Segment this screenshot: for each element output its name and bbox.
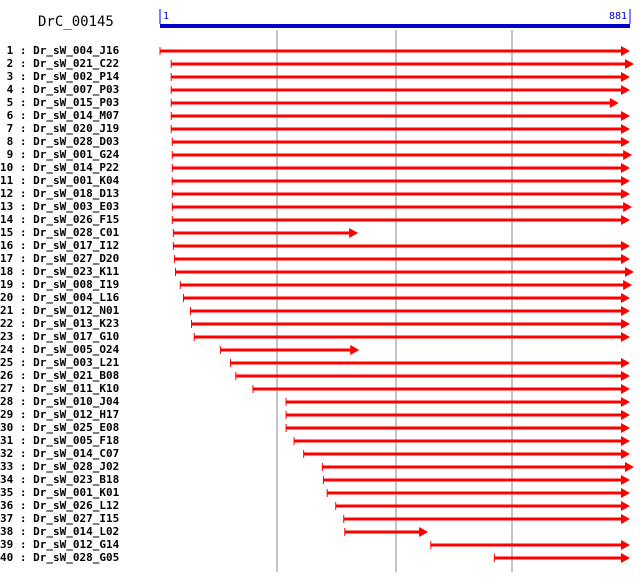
read-arrow-head [621,514,630,524]
read-label: 11 : Dr_sW_001_K04 [0,174,120,187]
read-arrow-head [621,72,630,82]
read-label: 33 : Dr_sW_028_J02 [0,460,120,473]
read-arrow-head [621,46,630,56]
read-label: 37 : Dr_sW_027_I15 [0,512,120,525]
read-arrow-head [419,527,429,537]
read-label: 1 : Dr_sW_004_J16 [0,44,120,57]
read-label: 39 : Dr_sW_012_G14 [0,538,120,551]
read-arrow-head [621,241,630,251]
read-arrow-head [621,358,630,368]
read-label: 38 : Dr_sW_014_L02 [0,525,120,538]
read-arrow-head [621,332,630,342]
read-arrow-head [623,150,633,160]
read-label: 15 : Dr_sW_028_C01 [0,226,120,239]
read-arrow-head [621,319,630,329]
read-label: 26 : Dr_sW_021_B08 [0,369,120,382]
read-label: 29 : Dr_sW_012_H17 [0,408,120,421]
read-label: 12 : Dr_sW_018_D13 [0,187,120,200]
read-arrow-head [621,553,630,563]
read-arrow-head [621,540,630,550]
read-label: 5 : Dr_sW_015_P03 [0,96,120,109]
read-arrow-head [621,397,630,407]
read-arrow-head [621,410,630,420]
read-label: 35 : Dr_sW_001_K01 [0,486,120,499]
read-arrow-head [621,475,630,485]
read-arrow-head [621,306,630,316]
read-label: 14 : Dr_sW_026_F15 [0,213,120,226]
read-label: 24 : Dr_sW_005_O24 [0,343,120,356]
read-label: 32 : Dr_sW_014_C07 [0,447,120,460]
read-arrow-head [621,293,630,303]
read-label: 23 : Dr_sW_017_G10 [0,330,120,343]
read-arrow-head [623,280,633,290]
read-arrow-head [621,436,630,446]
read-label: 34 : Dr_sW_023_B18 [0,473,120,486]
read-label: 7 : Dr_sW_020_J19 [0,122,120,135]
read-label: 30 : Dr_sW_025_E08 [0,421,120,434]
read-label: 28 : Dr_sW_010_J04 [0,395,120,408]
read-arrow-head [621,449,630,459]
read-arrow-head [625,267,634,277]
read-label: 6 : Dr_sW_014_M07 [0,109,120,122]
read-label: 3 : Dr_sW_002_P14 [0,70,120,83]
read-arrow-head [621,111,630,121]
read-arrow-head [621,488,630,498]
read-label: 36 : Dr_sW_026_L12 [0,499,120,512]
read-label: 13 : Dr_sW_003_E03 [0,200,120,213]
read-label: 20 : Dr_sW_004_L16 [0,291,120,304]
read-label: 21 : Dr_sW_012_N01 [0,304,120,317]
read-arrow-head [621,189,630,199]
read-label: 16 : Dr_sW_017_I12 [0,239,120,252]
read-label: 17 : Dr_sW_027_D20 [0,252,120,265]
read-arrow-head [621,176,630,186]
read-arrow-head [350,345,360,355]
read-arrow-head [621,501,630,511]
read-arrow-head [623,202,633,212]
read-arrow-head [349,228,359,238]
ruler-start-label: 1 [163,11,169,22]
read-arrow-head [621,371,630,381]
read-label: 2 : Dr_sW_021_C22 [0,57,120,70]
read-arrow-head [621,137,630,147]
read-label: 9 : Dr_sW_001_G24 [0,148,120,161]
ruler-end-label: 881 [609,11,627,22]
read-arrow-head [609,98,619,108]
read-arrow-head [621,124,630,134]
read-arrow-head [621,423,630,433]
read-label: 8 : Dr_sW_028_D03 [0,135,120,148]
contig-title: DrC_00145 [38,14,114,30]
read-label: 25 : Dr_sW_003_L21 [0,356,120,369]
read-label: 22 : Dr_sW_013_K23 [0,317,120,330]
read-label: 31 : Dr_sW_005_F18 [0,434,120,447]
read-arrow-head [625,462,634,472]
read-label: 18 : Dr_sW_023_K11 [0,265,120,278]
read-label: 27 : Dr_sW_011_K10 [0,382,120,395]
read-arrow-head [621,384,630,394]
read-label: 19 : Dr_sW_008_I19 [0,278,120,291]
read-arrow-head [625,59,634,69]
read-label: 10 : Dr_sW_014_P22 [0,161,120,174]
read-label: 4 : Dr_sW_007_P03 [0,83,120,96]
read-arrow-head [621,163,630,173]
read-arrow-head [621,85,630,95]
read-arrow-head [621,215,630,225]
read-label: 40 : Dr_sW_028_G05 [0,551,120,564]
read-arrow-head [621,254,630,264]
